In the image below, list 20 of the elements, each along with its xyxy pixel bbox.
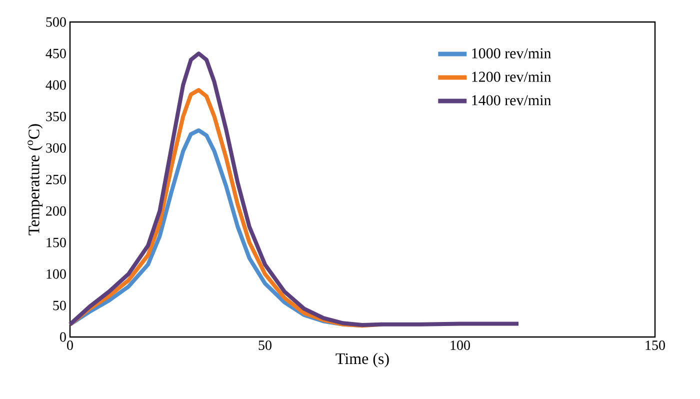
x-tick-label: 150	[646, 340, 665, 350]
x-axis-title: Time (s)	[336, 352, 389, 368]
y-tick-label: 350	[46, 112, 66, 122]
y-tick-label: 250	[46, 174, 66, 184]
legend-label: 1400 rev/min	[472, 95, 552, 106]
legend-label: 1000 rev/min	[472, 48, 552, 58]
y-axis-title: Temperature ($^{o}$C)	[28, 124, 43, 236]
y-tick-label: 300	[46, 143, 66, 153]
y-tick-label: 450	[46, 48, 66, 58]
y-tick-label: 100	[46, 269, 66, 279]
y-tick-label: 400	[46, 80, 66, 90]
x-tick-label: 50	[258, 340, 272, 350]
legend-label: 1200 rev/min	[472, 72, 552, 82]
y-tick-label: 500	[46, 17, 66, 27]
y-tick-label: 0	[60, 332, 66, 342]
y-tick-label: 50	[53, 300, 66, 310]
y-tick-label: 150	[46, 238, 66, 248]
x-tick-label: 100	[450, 340, 470, 350]
y-tick-label: 200	[46, 206, 66, 216]
x-tick-label: 0	[67, 340, 73, 350]
